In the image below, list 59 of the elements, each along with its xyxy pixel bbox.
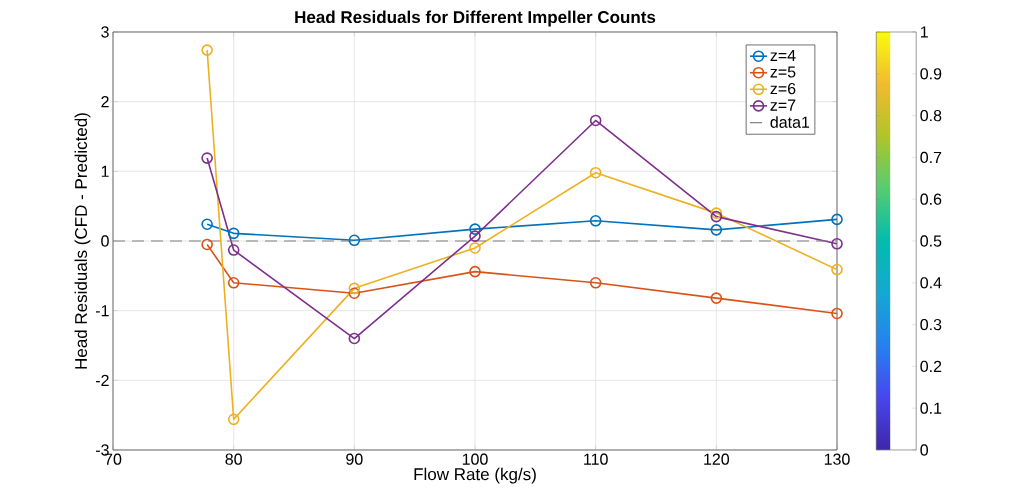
point bbox=[201, 238, 213, 251]
point bbox=[831, 307, 843, 320]
point bbox=[710, 224, 723, 236]
color-bar-label: 0.5 bbox=[920, 235, 942, 247]
y-tick-label: 2 bbox=[101, 96, 109, 108]
x-tick-label: 110 bbox=[584, 453, 608, 465]
x-tick-label: 120 bbox=[704, 453, 730, 465]
point bbox=[831, 213, 843, 226]
point bbox=[469, 242, 481, 254]
point bbox=[227, 244, 240, 256]
point bbox=[710, 210, 723, 223]
point bbox=[227, 276, 240, 289]
point bbox=[710, 292, 723, 304]
legend-label: data1 bbox=[770, 116, 810, 128]
color-bar-label: 0.7 bbox=[920, 151, 942, 164]
point bbox=[201, 152, 213, 164]
color-bar-label: 0.6 bbox=[920, 193, 942, 205]
color-bar-label: 0 bbox=[920, 444, 929, 456]
color-bar-label: 0.9 bbox=[920, 68, 942, 80]
x-tick-label: 130 bbox=[824, 453, 850, 465]
y-tick-label: 3 bbox=[101, 26, 109, 38]
color-bar-label: 0.3 bbox=[920, 318, 942, 331]
y-tick-label: 0 bbox=[101, 235, 109, 247]
color-bar-label: 0.4 bbox=[920, 277, 942, 289]
color-bar-label: 0.1 bbox=[920, 402, 942, 414]
point bbox=[469, 265, 481, 278]
color-bar-label: 0.2 bbox=[920, 360, 942, 373]
point bbox=[348, 332, 361, 345]
point bbox=[589, 114, 602, 127]
point bbox=[589, 166, 602, 179]
y-axis-title: Head Residuals (CFD - Predicted) bbox=[74, 113, 91, 369]
x-tick-label: 100 bbox=[462, 453, 488, 465]
point bbox=[469, 223, 481, 235]
point bbox=[227, 227, 240, 240]
color-bar-label: 0.8 bbox=[920, 109, 942, 122]
point bbox=[201, 218, 213, 231]
chart-title: Head Residuals for Different Impeller Counts bbox=[295, 10, 656, 27]
color-bar-label: 1 bbox=[920, 26, 928, 38]
point bbox=[348, 282, 361, 295]
y-tick-label: 1 bbox=[101, 165, 109, 177]
legend-label: z=7 bbox=[770, 99, 796, 111]
point bbox=[469, 230, 481, 242]
legend-label: z=5 bbox=[770, 66, 796, 78]
point bbox=[710, 207, 723, 219]
x-axis-title: Flow Rate (kg/s) bbox=[414, 467, 536, 484]
x-tick-label: 90 bbox=[346, 453, 363, 465]
legend-label: z=6 bbox=[770, 82, 796, 95]
y-tick-label: -1 bbox=[95, 305, 109, 317]
x-tick-label: 80 bbox=[225, 453, 242, 465]
point bbox=[589, 214, 602, 227]
point bbox=[589, 276, 602, 289]
point bbox=[201, 44, 213, 56]
point bbox=[831, 263, 843, 276]
point bbox=[348, 287, 361, 300]
legend-label: z=4 bbox=[770, 49, 796, 61]
y-tick-label: -2 bbox=[95, 374, 109, 386]
point bbox=[227, 413, 240, 426]
point bbox=[831, 237, 843, 250]
point bbox=[348, 234, 361, 247]
